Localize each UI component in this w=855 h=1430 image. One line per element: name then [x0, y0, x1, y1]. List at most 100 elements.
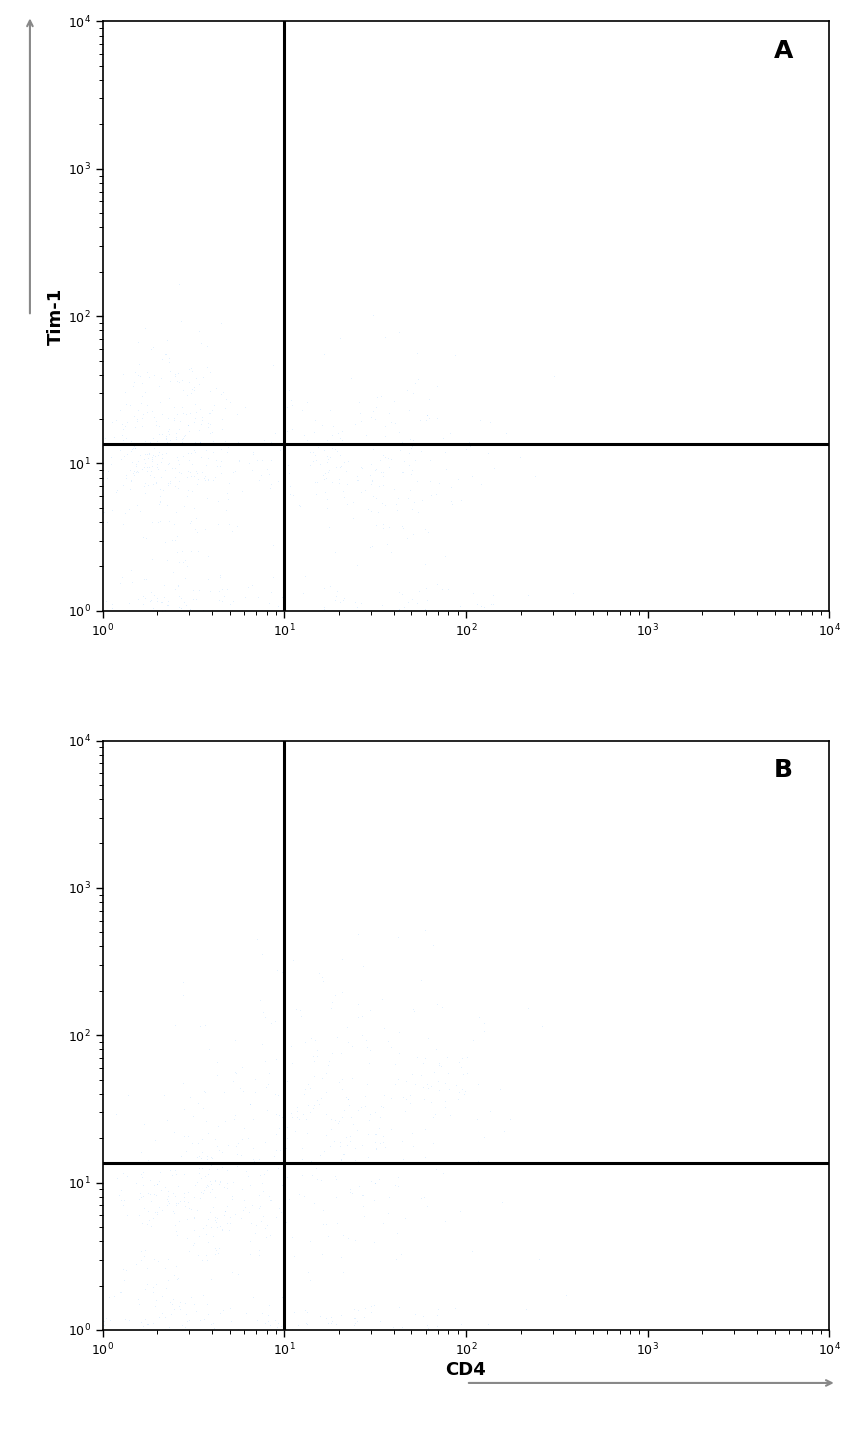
Point	[321, 1052, 335, 1075]
Point	[115, 1178, 128, 1201]
Point	[277, 1032, 291, 1055]
Point	[388, 1173, 402, 1195]
Point	[392, 598, 405, 621]
Point	[127, 462, 140, 485]
Point	[228, 1104, 242, 1127]
Point	[116, 1194, 130, 1217]
Point	[268, 1144, 281, 1167]
Point	[245, 440, 259, 463]
Point	[165, 529, 179, 552]
Point	[411, 368, 425, 390]
Point	[435, 578, 449, 601]
Point	[202, 1037, 215, 1060]
Point	[314, 452, 327, 475]
Point	[280, 396, 293, 419]
Point	[156, 433, 169, 456]
Point	[308, 470, 321, 493]
Point	[256, 1171, 269, 1194]
Point	[212, 1138, 226, 1161]
Point	[228, 1061, 242, 1084]
Point	[175, 1314, 189, 1337]
Point	[181, 1181, 195, 1204]
Point	[566, 582, 580, 605]
Point	[201, 335, 215, 358]
Point	[376, 1131, 390, 1154]
Point	[335, 429, 349, 452]
Point	[133, 500, 147, 523]
Point	[345, 1034, 359, 1057]
Point	[195, 460, 209, 483]
Point	[143, 1168, 156, 1191]
Point	[108, 1284, 121, 1307]
Point	[295, 1148, 309, 1171]
Point	[201, 415, 215, 438]
Point	[162, 472, 175, 495]
Point	[231, 1317, 245, 1340]
Point	[195, 1248, 209, 1271]
Point	[202, 568, 215, 591]
Point	[201, 545, 215, 568]
Point	[162, 1268, 175, 1291]
Point	[179, 1194, 192, 1217]
Point	[109, 1103, 122, 1125]
Point	[218, 396, 232, 419]
Point	[145, 449, 159, 472]
Point	[430, 1304, 444, 1327]
Point	[417, 1185, 431, 1208]
Point	[405, 435, 419, 458]
Point	[217, 1175, 231, 1198]
Point	[113, 572, 127, 595]
Point	[513, 446, 527, 469]
Point	[200, 486, 214, 509]
Point	[422, 406, 435, 429]
Point	[319, 1123, 333, 1145]
Point	[173, 1290, 186, 1313]
Point	[190, 400, 203, 423]
Point	[521, 583, 534, 606]
Point	[172, 551, 186, 573]
Point	[198, 1081, 212, 1104]
Point	[169, 1163, 183, 1185]
Point	[430, 1314, 444, 1337]
Point	[99, 1307, 113, 1330]
Point	[331, 1111, 345, 1134]
Point	[163, 359, 177, 382]
Point	[116, 362, 130, 385]
Point	[418, 1145, 432, 1168]
Point	[300, 390, 314, 413]
Point	[260, 1075, 274, 1098]
Point	[176, 445, 190, 468]
Point	[207, 432, 221, 455]
Point	[177, 1098, 191, 1121]
Point	[215, 1141, 228, 1164]
Point	[455, 1077, 469, 1100]
Point	[392, 1296, 405, 1318]
Point	[424, 1074, 438, 1097]
Point	[214, 312, 227, 335]
Point	[136, 585, 150, 608]
Point	[201, 468, 215, 490]
Point	[101, 511, 115, 533]
Point	[403, 1093, 416, 1115]
Point	[451, 468, 465, 490]
Point	[226, 589, 239, 612]
Point	[369, 486, 383, 509]
Point	[310, 1038, 324, 1061]
Point	[374, 1094, 387, 1117]
Point	[124, 439, 138, 462]
Point	[369, 513, 383, 536]
Point	[459, 438, 473, 460]
Point	[127, 432, 141, 455]
Point	[192, 1131, 205, 1154]
Point	[156, 1301, 169, 1324]
Point	[385, 1087, 398, 1110]
Point	[168, 1264, 181, 1287]
Point	[160, 493, 174, 516]
Point	[150, 1273, 163, 1296]
Point	[174, 596, 188, 619]
Point	[260, 1098, 274, 1121]
Point	[171, 449, 185, 472]
Point	[418, 598, 432, 621]
Point	[140, 1213, 154, 1236]
Point	[105, 596, 119, 619]
